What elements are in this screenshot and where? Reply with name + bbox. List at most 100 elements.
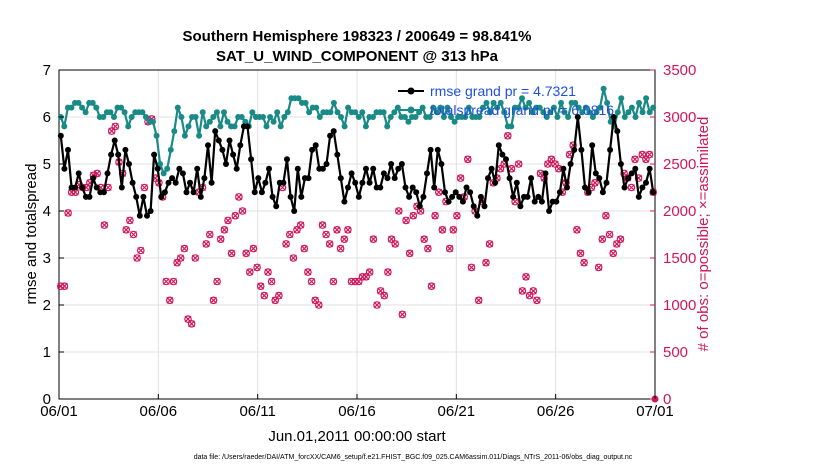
obs-assimilated-point (300, 245, 308, 253)
y-tick-label-right: 3000 (663, 109, 696, 126)
obs-assimilated-point (220, 226, 228, 234)
rmse-point (635, 193, 642, 200)
rmse-point (154, 165, 161, 172)
obs-possible-point (376, 287, 385, 295)
obs-assimilated-point (217, 235, 225, 243)
obs-assimilated-point (475, 296, 483, 304)
totalspread-point (384, 123, 391, 130)
totalspread-point (639, 109, 646, 116)
rmse-point (133, 193, 140, 200)
rmse-point (208, 179, 215, 186)
totalspread-point (249, 109, 256, 116)
totalspread-point (628, 104, 635, 111)
obs-possible-point (296, 221, 305, 229)
obs-possible-point (409, 211, 418, 220)
y-tick-label-right: 3500 (663, 62, 696, 79)
totalspread-point (316, 114, 323, 120)
y-tick-label-left: 3 (43, 250, 51, 267)
totalspread-point (142, 114, 149, 120)
rmse-point (359, 179, 366, 186)
rmse-point (244, 123, 251, 130)
obs-possible-point (533, 296, 541, 305)
x-tick-label: 06/01 (40, 403, 78, 420)
obs-possible-point (580, 258, 588, 267)
rmse-point (585, 189, 592, 196)
obs-assimilated-point (177, 254, 185, 262)
rmse-point (406, 193, 413, 200)
obs-possible-point (514, 160, 523, 168)
obs-possible-point (354, 277, 363, 286)
rmse-point (312, 142, 319, 149)
rmse-point (255, 175, 262, 182)
obs-possible-point (398, 310, 407, 319)
rmse-point (305, 175, 312, 182)
obs-assimilated-point (420, 235, 428, 243)
obs-assimilated-point (326, 240, 334, 248)
totalspread-point (437, 104, 444, 111)
obs-possible-point (456, 174, 465, 182)
obs-possible-point (64, 209, 72, 217)
totalspread-point (100, 114, 107, 120)
totalspread-point (359, 109, 366, 116)
totalspread-point (164, 165, 171, 172)
totalspread-point (196, 132, 203, 139)
x-tick-label: 06/06 (140, 403, 178, 420)
obs-assimilated-point (533, 296, 541, 304)
obs-possible-point (438, 226, 447, 234)
totalspread-point (448, 114, 454, 120)
obs-assimilated-point (249, 245, 257, 253)
totalspread-point (157, 161, 164, 167)
rmse-point (226, 137, 233, 144)
obs-possible-point (282, 240, 290, 248)
obs-possible-point (638, 150, 647, 159)
totalspread-point (281, 114, 288, 120)
rmse-point (370, 165, 377, 172)
obs-possible-point (602, 211, 610, 220)
obs-possible-point (391, 240, 400, 248)
y-axis-label-left: rmse and totalspread (23, 164, 40, 305)
obs-assimilated-point (609, 249, 617, 257)
y-tick-label-left: 1 (43, 344, 51, 361)
totalspread-point (547, 109, 554, 116)
obs-possible-point (137, 246, 145, 255)
obs-possible-point (325, 240, 334, 248)
rmse-point (172, 179, 179, 186)
obs-assimilated-point (602, 212, 610, 220)
obs-assimilated-point (337, 245, 345, 253)
rmse-point (413, 189, 420, 196)
obs-assimilated-point (206, 231, 214, 238)
obs-assimilated-point (646, 151, 653, 159)
totalspread-point (380, 109, 387, 116)
totalspread-point (501, 109, 508, 116)
obs-assimilated-point (111, 122, 119, 130)
obs-possible-point (329, 277, 338, 286)
totalspread-point (224, 118, 231, 125)
obs-possible-point (100, 221, 109, 229)
x-tick-label: 06/16 (338, 403, 376, 420)
totalspread-point (277, 123, 284, 130)
legend-spread-marker (407, 106, 415, 114)
rmse-point (449, 193, 456, 200)
totalspread-point (370, 114, 376, 120)
rmse-point (438, 161, 445, 167)
rmse-point (273, 203, 280, 210)
rmse-point (111, 137, 118, 144)
obs-possible-point (293, 226, 301, 234)
obs-assimilated-point (231, 212, 239, 220)
obs-assimilated-point (93, 169, 101, 177)
obs-assimilated-point (340, 235, 348, 243)
totalspread-point (82, 109, 89, 116)
obs-assimilated-point (264, 268, 272, 276)
obs-possible-point (373, 301, 381, 309)
obs-assimilated-point (468, 263, 475, 271)
x-tick-label: 06/26 (537, 403, 575, 420)
rmse-point (503, 156, 509, 163)
obs-possible-point (503, 132, 512, 140)
totalspread-point (444, 104, 451, 111)
obs-possible-point (111, 122, 120, 131)
y-tick-label-left: 4 (43, 203, 51, 220)
x-tick-label: 06/21 (438, 403, 476, 420)
totalspread-point (238, 114, 245, 120)
totalspread-point (274, 109, 281, 116)
